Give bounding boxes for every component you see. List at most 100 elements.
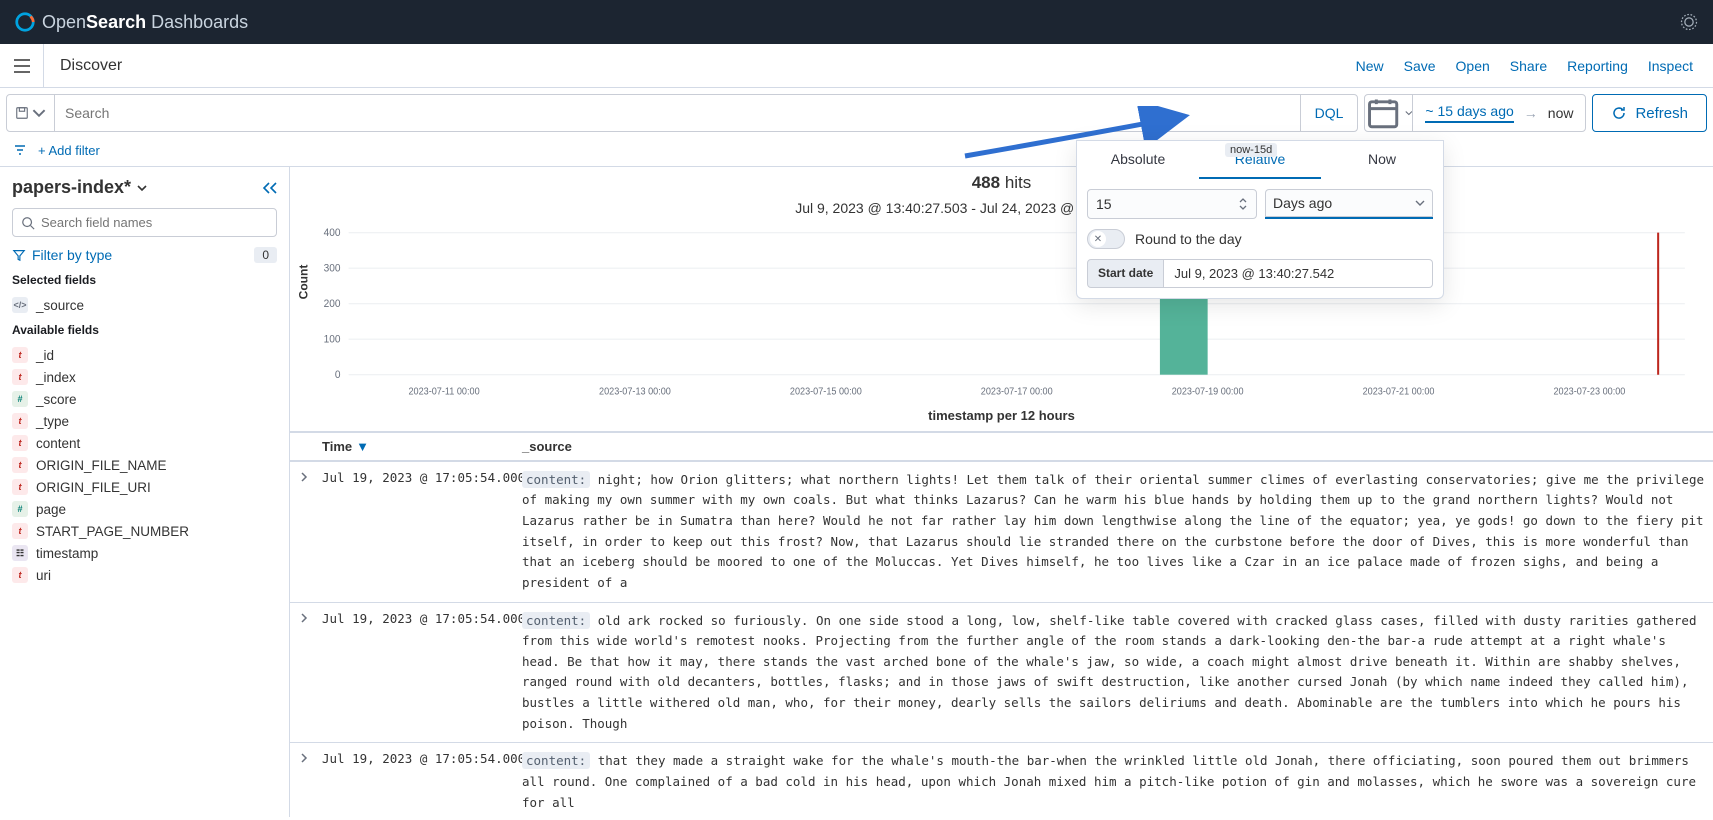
brand-dash: Dashboards [151, 12, 248, 32]
global-header: OpenSearch Dashboards [0, 0, 1713, 44]
field-item[interactable]: tSTART_PAGE_NUMBER [12, 523, 277, 539]
quick-select-button[interactable] [1365, 95, 1413, 131]
filter-settings-icon[interactable] [12, 142, 28, 158]
svg-text:2023-07-21 00:00: 2023-07-21 00:00 [1363, 387, 1435, 398]
collapse-sidebar-icon[interactable] [259, 181, 277, 195]
field-item[interactable]: #_score [12, 391, 277, 407]
cell-time: Jul 19, 2023 @ 17:05:54.000 [318, 462, 518, 602]
field-name: _id [36, 348, 54, 363]
x-axis-caption: timestamp per 12 hours [290, 404, 1713, 431]
fields-sidebar: papers-index* Filter by type 0 Selected … [0, 167, 290, 817]
relative-unit-value: Days ago [1273, 195, 1332, 211]
hits-count: 488 hits [290, 167, 1713, 195]
svg-text:100: 100 [324, 333, 341, 346]
table-row: Jul 19, 2023 @ 17:05:54.000 content: tha… [290, 743, 1713, 817]
svg-text:400: 400 [324, 227, 341, 240]
relative-unit-select[interactable]: Days ago [1265, 189, 1433, 219]
hamburger-icon [13, 57, 31, 75]
field-item[interactable]: turi [12, 567, 277, 583]
field-name: _type [36, 414, 69, 429]
expand-row-button[interactable] [290, 603, 318, 743]
search-input[interactable] [55, 95, 1300, 131]
field-item[interactable]: </>_source [12, 297, 277, 313]
query-bar: DQL ~ 15 days ago → now Refresh [0, 88, 1713, 138]
doc-table-header: Time ▼ _source [290, 431, 1713, 462]
date-end[interactable]: now [1548, 105, 1574, 121]
field-item[interactable]: t_index [12, 369, 277, 385]
field-item[interactable]: tORIGIN_FILE_URI [12, 479, 277, 495]
field-item[interactable]: t_id [12, 347, 277, 363]
date-start[interactable]: ~ 15 days ago [1425, 103, 1513, 123]
main-content: 488 hits Jul 9, 2023 @ 13:40:27.503 - Ju… [290, 167, 1713, 817]
filter-bar: + Add filter [0, 138, 1713, 167]
svg-text:200: 200 [324, 298, 341, 311]
expand-row-button[interactable] [290, 743, 318, 817]
field-search-input[interactable] [41, 215, 268, 230]
field-name: ORIGIN_FILE_URI [36, 480, 151, 495]
field-name: ORIGIN_FILE_NAME [36, 458, 167, 473]
svg-text:0: 0 [335, 369, 341, 382]
svg-text:2023-07-11 00:00: 2023-07-11 00:00 [408, 387, 479, 398]
relative-count-input[interactable]: 15 [1087, 189, 1257, 219]
app-navbar: Discover New Save Open Share Reporting I… [0, 44, 1713, 88]
field-item[interactable]: tORIGIN_FILE_NAME [12, 457, 277, 473]
field-item[interactable]: tcontent [12, 435, 277, 451]
svg-text:2023-07-19 00:00: 2023-07-19 00:00 [1172, 387, 1244, 398]
close-icon: ✕ [1090, 231, 1106, 247]
expand-row-button[interactable] [290, 462, 318, 602]
histogram-chart[interactable]: Count 01002003004002023-07-11 00:002023-… [290, 226, 1713, 404]
filter-icon [12, 248, 26, 262]
tab-absolute[interactable]: Absolute [1077, 141, 1199, 179]
available-fields-header: Available fields [12, 323, 277, 337]
selected-fields-header: Selected fields [12, 273, 277, 287]
refresh-label: Refresh [1635, 105, 1688, 122]
nav-reporting[interactable]: Reporting [1567, 58, 1628, 74]
chevron-down-icon [32, 106, 46, 120]
cell-time: Jul 19, 2023 @ 17:05:54.000 [318, 603, 518, 743]
nav-share[interactable]: Share [1510, 58, 1547, 74]
hits-label: hits [1005, 173, 1031, 192]
nav-new[interactable]: New [1356, 58, 1384, 74]
svg-text:2023-07-13 00:00: 2023-07-13 00:00 [599, 387, 671, 398]
refresh-button[interactable]: Refresh [1592, 94, 1707, 132]
cell-source: content: that they made a straight wake … [518, 743, 1713, 817]
index-pattern-selector[interactable]: papers-index* [12, 177, 147, 198]
nav-open[interactable]: Open [1456, 58, 1490, 74]
disk-icon [15, 106, 29, 120]
field-item[interactable]: #page [12, 501, 277, 517]
menu-toggle[interactable] [0, 44, 44, 88]
field-item[interactable]: ☷timestamp [12, 545, 277, 561]
filter-type-count: 0 [254, 247, 277, 263]
page-title: Discover [44, 57, 138, 75]
start-date-value: Jul 9, 2023 @ 13:40:27.542 [1164, 259, 1433, 288]
tab-now[interactable]: Now [1321, 141, 1443, 179]
query-container: DQL [6, 94, 1358, 132]
chevron-down-icon [1415, 198, 1425, 208]
content-field-label: content: [522, 612, 590, 629]
field-search[interactable] [12, 208, 277, 237]
brand[interactable]: OpenSearch Dashboards [14, 11, 248, 33]
field-item[interactable]: t_type [12, 413, 277, 429]
round-toggle[interactable]: ✕ [1087, 229, 1125, 249]
filter-type-label: Filter by type [32, 247, 112, 263]
chevron-down-icon [1405, 108, 1413, 118]
filter-by-type[interactable]: Filter by type 0 [12, 247, 277, 263]
saved-query-button[interactable] [7, 95, 55, 131]
date-range: ~ 15 days ago → now [1413, 95, 1585, 131]
field-name: _index [36, 370, 76, 385]
col-source[interactable]: _source [518, 433, 1713, 460]
chevron-down-icon [137, 183, 147, 193]
nav-save[interactable]: Save [1404, 58, 1436, 74]
doc-table-body: Jul 19, 2023 @ 17:05:54.000 content: nig… [290, 462, 1713, 817]
content-field-label: content: [522, 752, 590, 769]
nav-inspect[interactable]: Inspect [1648, 58, 1693, 74]
svg-text:2023-07-23 00:00: 2023-07-23 00:00 [1554, 387, 1626, 398]
histogram-range: Jul 9, 2023 @ 13:40:27.503 - Jul 24, 202… [290, 195, 1713, 226]
add-filter-button[interactable]: + Add filter [38, 143, 100, 158]
brand-open: Open [42, 12, 86, 32]
index-pattern-name: papers-index* [12, 177, 131, 198]
dql-toggle[interactable]: DQL [1300, 95, 1358, 131]
col-time[interactable]: Time ▼ [318, 433, 518, 460]
help-icon[interactable] [1679, 12, 1699, 32]
content-field-label: content: [522, 471, 590, 488]
